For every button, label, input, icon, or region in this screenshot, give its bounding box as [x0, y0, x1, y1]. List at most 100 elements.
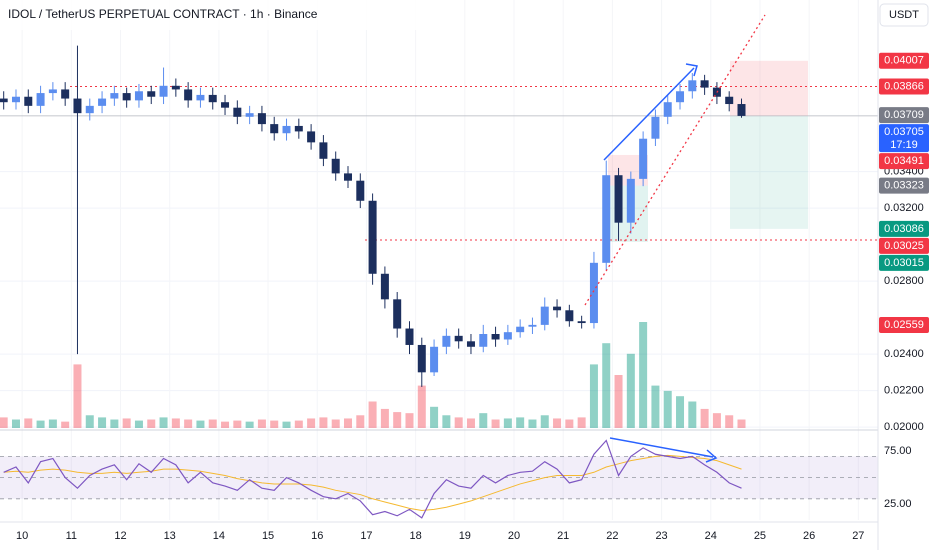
price-label: 0.04007 — [884, 55, 924, 67]
candle-body — [208, 94, 217, 103]
candle-body — [294, 125, 303, 132]
rsi-tick-label: 75.00 — [884, 445, 912, 457]
volume-bar — [98, 417, 107, 428]
volume-bar — [516, 417, 525, 428]
candle-body — [442, 335, 451, 347]
volume-bar — [0, 417, 8, 428]
candle-body — [626, 178, 635, 223]
price-label-box — [879, 153, 929, 170]
candle-body — [48, 89, 57, 94]
volume-bar — [417, 385, 426, 428]
price-label-box — [879, 52, 929, 69]
candle-body — [737, 104, 746, 116]
volume-bar — [454, 417, 463, 428]
candle-body — [688, 80, 697, 92]
volume-bar — [221, 421, 230, 428]
volume-bar — [331, 419, 340, 428]
volume-bar — [368, 401, 377, 428]
candle-body — [540, 306, 549, 325]
candle-body — [589, 262, 598, 324]
price-label-box — [879, 317, 929, 334]
candle-body — [602, 175, 611, 263]
volume-bar — [110, 419, 119, 428]
price-label-box — [879, 220, 929, 237]
candle-body — [134, 91, 143, 101]
candle-body — [73, 98, 82, 114]
header-bg — [0, 0, 460, 30]
candle-body — [245, 113, 254, 117]
price-label-box — [879, 177, 929, 194]
y-tick-label: 0.02000 — [884, 421, 924, 433]
volume-bar — [577, 417, 586, 428]
candle-body — [528, 324, 537, 327]
volume-bar — [307, 418, 316, 428]
price-label-box — [879, 78, 929, 95]
volume-bar — [430, 406, 439, 428]
currency[interactable]: USDT — [889, 9, 919, 21]
volume-bar — [393, 412, 402, 428]
x-tick-label: 19 — [459, 530, 471, 542]
volume-bar — [257, 419, 266, 428]
x-tick-label: 14 — [213, 530, 225, 542]
price-label: 0.03025 — [884, 240, 924, 252]
candle-body — [639, 138, 648, 179]
x-tick-label: 24 — [705, 530, 717, 542]
y-tick-label: 0.03200 — [884, 202, 924, 214]
y-tick-label: 0.02200 — [884, 384, 924, 396]
price-label: 0.03015 — [884, 257, 924, 269]
volume-bar — [184, 419, 193, 428]
volume-bar — [85, 415, 94, 428]
x-tick-label: 10 — [16, 530, 28, 542]
price-label: 0.03709 — [884, 109, 924, 121]
candle-body — [565, 310, 574, 322]
candle-body — [516, 326, 525, 333]
mark-layer — [0, 45, 746, 519]
x-tick-label: 15 — [262, 530, 274, 542]
candle-body — [380, 273, 389, 300]
volume-bar — [712, 413, 721, 428]
chart-title: IDOL / TetherUS PERPETUAL CONTRACT · 1h … — [8, 7, 318, 21]
arrow-line — [609, 437, 714, 458]
x-tick-label: 25 — [754, 530, 766, 542]
candle-body — [725, 96, 734, 105]
volume-bar — [380, 408, 389, 428]
volume-bar — [553, 418, 562, 428]
volume-bar — [651, 385, 660, 428]
price-label: 0.03323 — [884, 180, 924, 192]
volume-bar — [356, 415, 365, 428]
currency-button[interactable] — [879, 3, 929, 27]
volume-bar — [245, 421, 254, 428]
candle-body — [307, 131, 316, 143]
candle-body — [651, 116, 660, 139]
candle-body — [221, 102, 230, 108]
target-zone — [730, 115, 808, 229]
candle-body — [430, 346, 439, 373]
x-tick-label: 27 — [852, 530, 864, 542]
x-tick-label: 20 — [508, 530, 520, 542]
x-tick-label: 23 — [655, 530, 667, 542]
volume-bar — [134, 420, 143, 428]
volume-bar — [442, 415, 451, 428]
volume-bar — [405, 413, 414, 428]
volume-bar — [602, 343, 611, 428]
candle-body — [11, 96, 20, 103]
x-tick-label: 16 — [311, 530, 323, 542]
price-label-box — [879, 237, 929, 254]
volume-bar — [589, 364, 598, 428]
candle-body — [85, 105, 94, 114]
volume-bar — [466, 418, 475, 428]
candle-body — [676, 91, 685, 103]
candle-body — [184, 89, 193, 101]
candle-body — [417, 344, 426, 373]
volume-bar — [122, 418, 131, 428]
volume-bar — [270, 420, 279, 428]
volume-bar — [540, 415, 549, 428]
volume-bar — [319, 417, 328, 428]
price-label-box — [879, 107, 929, 124]
arrow-head — [705, 449, 718, 463]
candle-body — [466, 341, 475, 347]
